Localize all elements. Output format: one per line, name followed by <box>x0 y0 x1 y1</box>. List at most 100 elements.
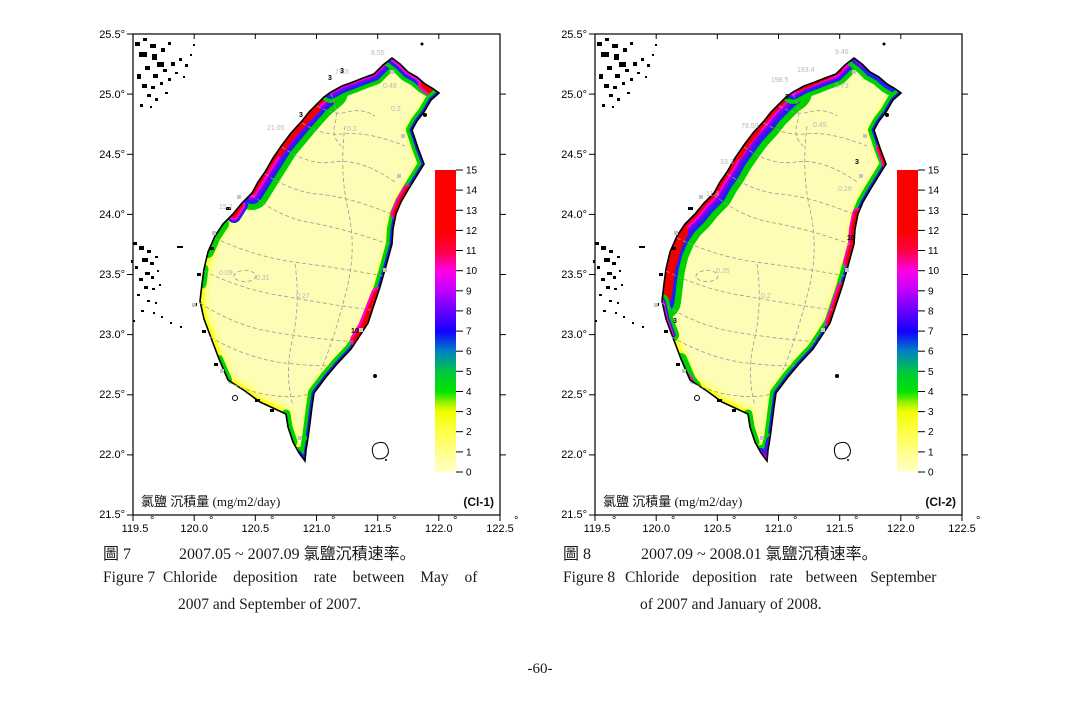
x-tick-label: 120.5 <box>704 523 732 535</box>
colorbar-tick-label: 8 <box>928 306 934 317</box>
degree-mark: ° <box>392 515 396 527</box>
colorbar-tick-label: 1 <box>928 447 934 458</box>
x-tick-label: 119.5 <box>122 523 149 535</box>
colorbar-tick-label: 2 <box>466 427 472 438</box>
y-tick-label: 24.5° <box>561 149 587 161</box>
colorbar-gradient <box>897 170 918 472</box>
colorbar: 0 1 2 3 4 5 6 7 8 9 10 11 12 13 14 15 <box>435 166 478 479</box>
y-axis-labels: 25.5° 25.0° 24.5° 24.0° 23.5° 23.0° 22.5… <box>561 29 587 521</box>
colorbar-tick-label: 5 <box>928 367 934 378</box>
colorbar-gradient <box>435 170 456 472</box>
degree-mark: ° <box>209 515 213 527</box>
fig8-caption-cjk: 2007.09 ~ 2008.01 氯鹽沉積速率。 <box>641 546 878 563</box>
y-tick-label: 25.0° <box>561 89 587 101</box>
degree-mark: ° <box>270 515 274 527</box>
colorbar-tick-label: 12 <box>928 226 940 237</box>
colorbar-tick-label: 6 <box>928 347 934 358</box>
map-variable-label: 氯鹽 沉積量 (mg/m2/day) <box>141 494 280 509</box>
y-tick-label: 25.0° <box>99 89 125 101</box>
x-tick-label: 122.0 <box>887 523 915 535</box>
y-tick-label: 23.5° <box>99 269 125 281</box>
station-value: 8.55 <box>371 50 385 57</box>
colorbar-tick-label: 11 <box>466 246 477 257</box>
station-value: 0.2 <box>391 106 401 113</box>
panel-id-label: (Cl-1) <box>463 495 494 509</box>
contour-line-labels: 3 3 10 3 <box>673 94 859 325</box>
station-value: 33.3 <box>720 159 734 166</box>
y-tick-label: 21.5° <box>99 509 125 521</box>
degree-mark: ° <box>793 515 797 527</box>
y-axis-labels: 25.5° 25.0° 24.5° 24.0° 23.5° 23.0° 22.5… <box>99 29 125 521</box>
x-tick-label: 122.5 <box>948 523 976 535</box>
colorbar-tick-label: 9 <box>466 286 472 297</box>
y-tick-label: 25.5° <box>561 29 587 41</box>
colorbar-tick-label: 13 <box>928 206 940 217</box>
x-tick-label: 120.0 <box>642 523 670 535</box>
x-axis-labels: 119.5 120.0 120.5 121.0 121.5 122.0 122.… <box>122 515 519 535</box>
degree-mark: ° <box>854 515 858 527</box>
fig7-caption-en-line2: 2007 and September of 2007. <box>178 596 361 613</box>
contour-label: 3 <box>855 159 859 166</box>
map-variable-label: 氯鹽 沉積量 (mg/m2/day) <box>603 494 742 509</box>
contour-label: 10 <box>847 235 855 242</box>
station-value: 0.27 <box>296 293 310 300</box>
fig7-caption-en-prefix: Figure 7 <box>103 569 156 586</box>
contour-label: 3 <box>340 68 344 75</box>
station-value: 7.83 <box>335 69 349 76</box>
colorbar-tick-label: 10 <box>928 266 940 277</box>
y-tick-label: 21.5° <box>561 509 587 521</box>
x-axis-labels: 119.5 120.0 120.5 121.0 121.5 122.0 122.… <box>584 515 981 535</box>
station-value: 0.2 <box>761 293 771 300</box>
x-tick-label: 121.0 <box>765 523 793 535</box>
colorbar-tick-label: 4 <box>466 387 472 398</box>
colorbar-tick-label: 13 <box>466 206 478 217</box>
x-tick-label: 121.0 <box>303 523 331 535</box>
colorbar-tick-label: 1 <box>466 447 472 458</box>
contour-label: 3 <box>785 94 789 101</box>
x-tick-label: 120.5 <box>242 523 270 535</box>
station-value: 21.05 <box>267 125 285 132</box>
colorbar-tick-label: 3 <box>466 407 472 418</box>
y-tick-label: 24.5° <box>99 149 125 161</box>
station-value-labels: 8.55 7.83 0.48 0.2 0.2 21.05 15.2 0.09 0… <box>219 50 401 300</box>
colorbar-tick-label: 14 <box>928 186 940 197</box>
contour-label: 10 <box>351 328 359 335</box>
colorbar-tick-label: 3 <box>928 407 934 418</box>
colorbar-tick-label: 4 <box>928 387 934 398</box>
degree-mark: ° <box>915 515 919 527</box>
y-tick-label: 24.0° <box>99 209 125 221</box>
colorbar-tick-label: 9 <box>928 286 934 297</box>
degree-mark: ° <box>453 515 457 527</box>
panel-id-label: (Cl-2) <box>925 495 956 509</box>
station-value: 9.46 <box>835 49 849 56</box>
contour-label: 3 <box>328 75 332 82</box>
contour-label: 3 <box>299 112 303 119</box>
station-value-labels: 9.46 183.4 198.5 0.73 0.45 79.59 33.3 11… <box>706 49 852 300</box>
colorbar-tick-label: 7 <box>466 327 472 338</box>
station-value: 0.31 <box>256 275 270 282</box>
y-tick-label: 23.5° <box>561 269 587 281</box>
station-value: 0.2 <box>347 126 357 133</box>
x-tick-label: 119.5 <box>584 523 611 535</box>
colorbar: 0 1 2 3 4 5 6 7 8 9 10 11 12 13 14 15 <box>897 166 940 479</box>
degree-mark: ° <box>612 515 616 527</box>
station-value: 183.4 <box>797 67 815 74</box>
station-value: 0.45 <box>813 122 827 129</box>
y-tick-label: 25.5° <box>99 29 125 41</box>
fig8-caption-en-line1: Chloride deposition rate between Septemb… <box>625 569 937 586</box>
colorbar-tick-label: 14 <box>466 186 478 197</box>
colorbar-tick-label: 15 <box>466 166 478 177</box>
y-tick-label: 22.5° <box>561 389 587 401</box>
y-tick-label: 24.0° <box>561 209 587 221</box>
y-tick-label: 23.0° <box>99 329 125 341</box>
page-number: -60- <box>527 661 553 677</box>
colorbar-tick-label: 0 <box>928 468 934 479</box>
station-value: 11.4 <box>706 191 719 198</box>
colorbar-tick-label: 10 <box>466 266 478 277</box>
contour-label: 3 <box>673 318 677 325</box>
y-tick-label: 22.5° <box>99 389 125 401</box>
station-value: 0.25 <box>716 268 730 275</box>
fig8-caption-en-line2: of 2007 and January of 2008. <box>640 596 822 613</box>
colorbar-tick-label: 6 <box>466 347 472 358</box>
